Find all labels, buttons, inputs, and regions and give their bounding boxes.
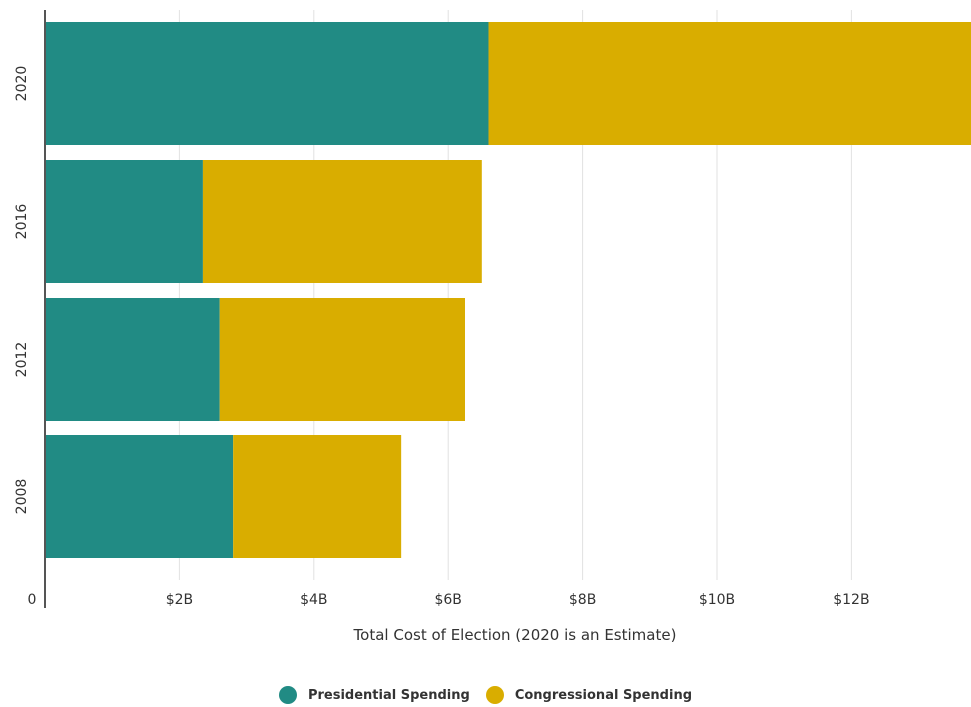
bar-2020-congressional[interactable] (488, 22, 971, 145)
bar-2012-congressional[interactable] (219, 298, 465, 421)
x-tick-label: $4B (300, 592, 327, 608)
x-tick-label: $2B (166, 592, 193, 608)
legend-item-congressional[interactable]: Congressional Spending (485, 686, 693, 704)
x-axis-title: Total Cost of Election (2020 is an Estim… (353, 626, 677, 644)
y-tick-label: 2012 (14, 342, 30, 378)
legend-label-presidential: Presidential Spending (307, 687, 470, 703)
bar-2012-presidential[interactable] (45, 298, 220, 421)
bar-2016-presidential[interactable] (45, 160, 203, 283)
bar-2008-congressional[interactable] (233, 435, 402, 558)
legend: Presidential Spending Congressional Spen… (0, 683, 971, 707)
bar-2020-presidential[interactable] (45, 22, 489, 145)
legend-label-congressional: Congressional Spending (514, 687, 693, 703)
x-tick-label: $12B (833, 592, 869, 608)
x-axis-ticks: 0 $2B $4B $6B $8B $10B $12B (28, 592, 870, 608)
y-tick-label: 2016 (14, 204, 30, 240)
y-axis-ticks: 2020 2016 2012 2008 (14, 66, 30, 515)
legend-item-presidential[interactable]: Presidential Spending (278, 686, 470, 704)
x-tick-label: $8B (569, 592, 596, 608)
bar-2008-presidential[interactable] (45, 435, 234, 558)
bar-2016-congressional[interactable] (202, 160, 482, 283)
y-tick-label: 2008 (14, 479, 30, 515)
legend-swatch-presidential (278, 686, 297, 704)
x-tick-label: $10B (699, 592, 735, 608)
x-tick-label: 0 (28, 592, 37, 608)
y-tick-label: 2020 (14, 66, 30, 102)
bars (45, 22, 971, 558)
legend-swatch-congressional (485, 686, 504, 704)
x-tick-label: $6B (434, 592, 461, 608)
